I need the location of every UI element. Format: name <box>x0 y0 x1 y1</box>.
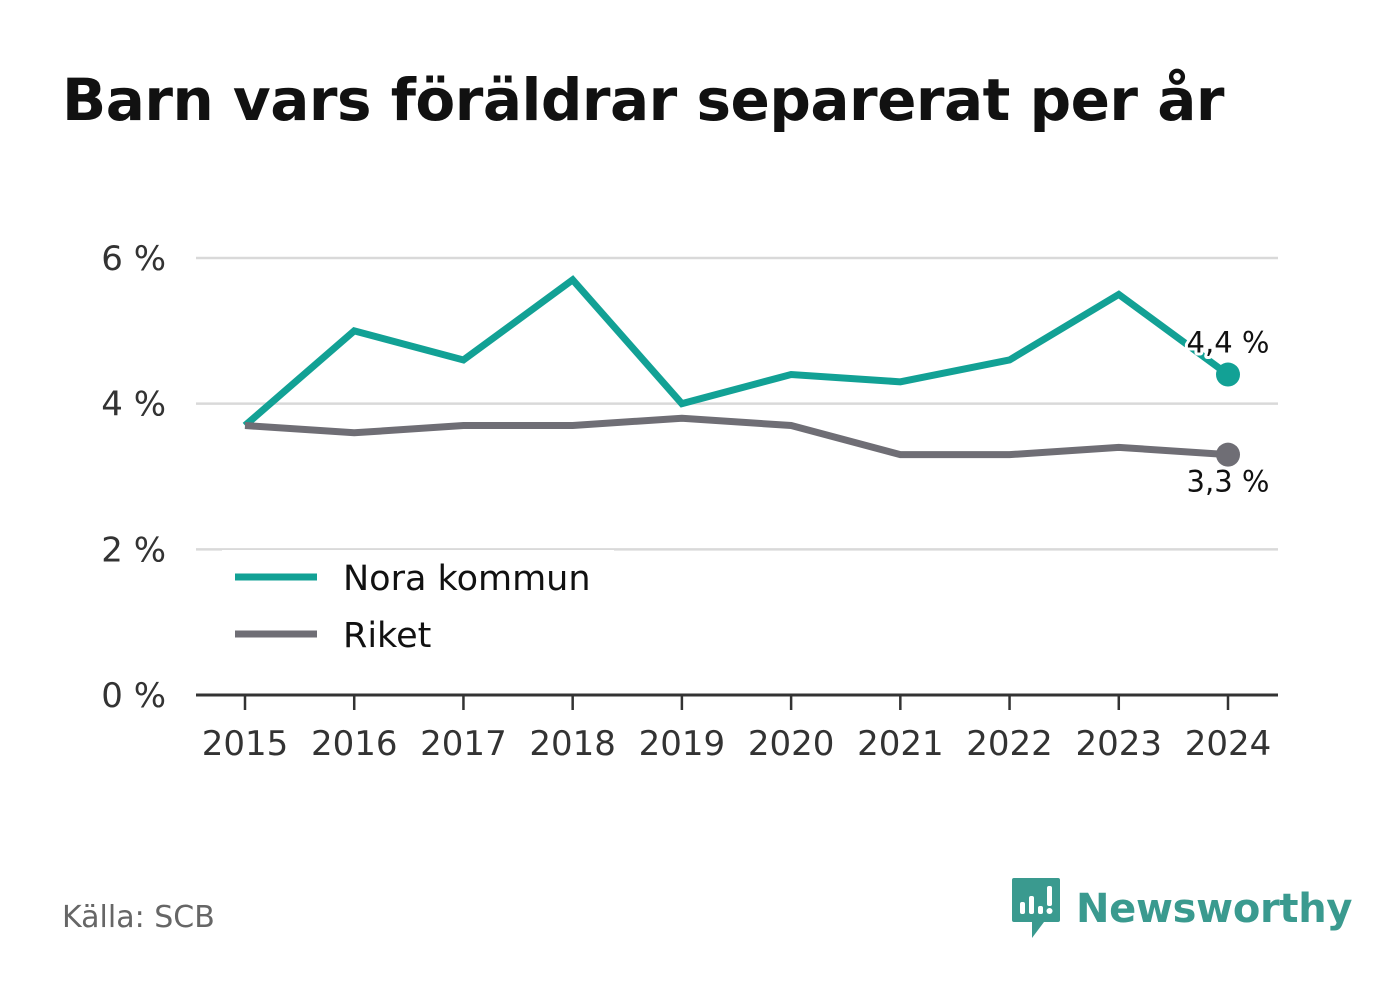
series-lines <box>242 275 1240 467</box>
series-end-point-0 <box>1216 362 1240 387</box>
newsworthy-logo-icon <box>1012 878 1060 938</box>
y-tick-label-2: 2 % <box>101 530 166 570</box>
grid-lines <box>196 256 1278 551</box>
x-tick-label-2019: 2019 <box>639 724 726 764</box>
legend-label-0: Nora kommun <box>343 559 591 599</box>
x-tick-label-2018: 2018 <box>529 724 616 764</box>
legend-label-1: Riket <box>343 616 431 656</box>
x-axis-tick-labels: 2015 2016 2017 2018 2019 2020 2021 2022 2023 2024 <box>202 724 1272 764</box>
y-tick-label-4: 4 % <box>101 385 166 425</box>
x-tick-label-2020: 2020 <box>748 724 835 764</box>
y-tick-label-0: 0 % <box>101 676 166 716</box>
brand-name: Newsworthy <box>1076 886 1353 932</box>
x-tick-label-2021: 2021 <box>857 724 944 764</box>
x-tick-label-2023: 2023 <box>1076 724 1163 764</box>
x-tick-label-2024: 2024 <box>1185 724 1272 764</box>
x-tick-label-2022: 2022 <box>966 724 1053 764</box>
legend-background <box>222 550 614 665</box>
y-tick-label-6: 6 % <box>101 239 166 279</box>
chart-title: Barn vars föräldrar separerat per år <box>62 66 1224 134</box>
x-tick-label-2017: 2017 <box>420 724 507 764</box>
end-label-0: 4,4 % <box>1187 326 1270 360</box>
series-line-0 <box>242 275 1231 429</box>
brand-logo: Newsworthy <box>1010 876 1353 942</box>
end-labels: 4,4 % 3,3 % <box>1184 323 1273 502</box>
series-end-point-1 <box>1216 442 1240 467</box>
x-tick-label-2016: 2016 <box>311 724 398 764</box>
x-axis <box>196 693 1278 710</box>
end-label-1: 3,3 % <box>1187 465 1270 499</box>
legend: Nora kommun Riket <box>222 550 614 665</box>
series-line-1 <box>244 414 1229 459</box>
y-axis-tick-labels: 0 % 2 % 4 % 6 % <box>101 239 166 716</box>
x-tick-label-2015: 2015 <box>202 724 289 764</box>
source-note: Källa: SCB <box>62 900 215 935</box>
